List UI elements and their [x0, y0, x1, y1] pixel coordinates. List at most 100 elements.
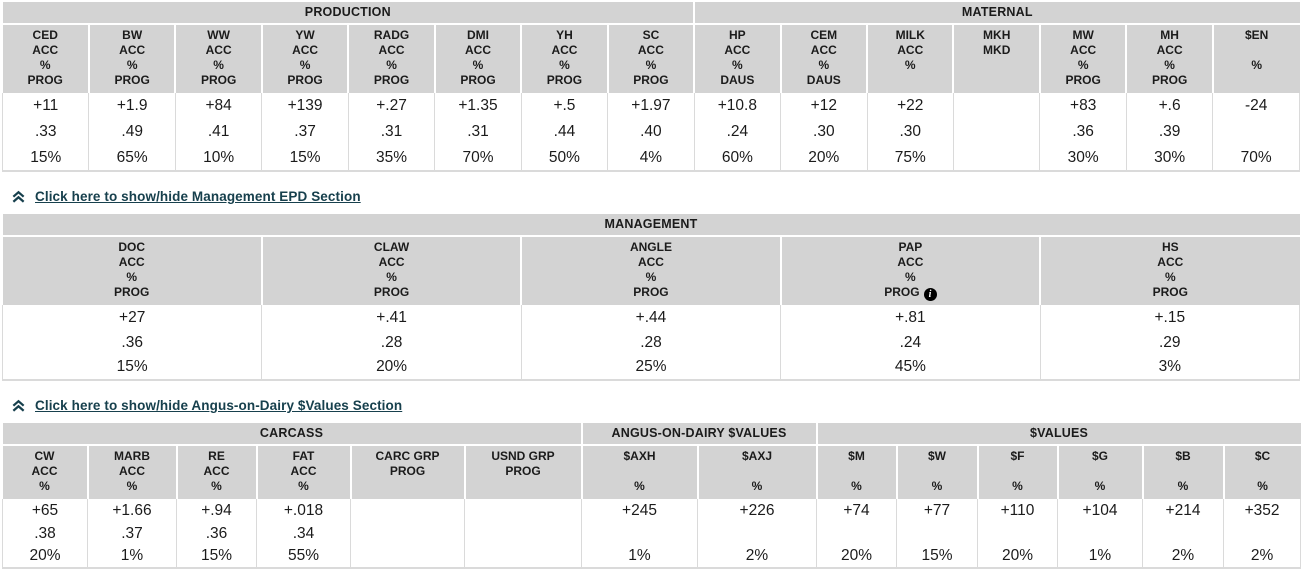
toggle-angus-on-dairy-link[interactable]: Click here to show/hide Angus-on-Dairy $… — [35, 398, 403, 413]
toggle-management-section[interactable]: Click here to show/hide Management EPD S… — [11, 189, 1300, 204]
value-row: +65 +1.66 +.94 +.018 +245 +226 +74 +77 +110 +104 +… — [2, 499, 1302, 522]
column-header-axj: $AXJ% — [696, 445, 817, 499]
column-header-mh: MH ACC% PROG — [1125, 24, 1213, 93]
percentile-row: 20% 1% 15% 55% 1% 2% 20% 15% 20% 1% 2% 2% — [2, 545, 1302, 568]
column-header-line: ACC — [637, 255, 664, 269]
column-header-line: % — [1177, 479, 1189, 493]
mkh-accuracy — [952, 119, 1041, 145]
column-header-yh: YH ACC% PROG — [520, 24, 608, 93]
sc-percentile: 4% — [607, 145, 695, 171]
carcass-dollar-values-table: CARCASS ANGUS-ON-DAIRY $VALUES $VALUES CW AC… — [2, 423, 1302, 569]
hp-value: +10.8 — [693, 93, 782, 119]
column-header-ced: CED ACC% PROG — [2, 24, 89, 93]
mh-percentile: 30% — [1125, 145, 1214, 171]
group-header-carcass: CARCASS — [2, 423, 582, 446]
column-header-line: CW — [34, 449, 55, 463]
column-header-line: PROG — [546, 73, 583, 87]
column-header-line: CARC GRP — [375, 449, 440, 463]
c-accuracy — [1222, 522, 1302, 545]
column-header-line: MKH — [983, 28, 1011, 42]
column-header-c: $C% — [1222, 445, 1301, 499]
pap-value: +.81 — [780, 305, 1041, 330]
column-header-carc-grp: CARC GRP PROG — [349, 445, 465, 499]
column-header-line: ACC — [118, 255, 145, 269]
column-header-g: $G% — [1056, 445, 1143, 499]
column-header-line: PROG i — [782, 285, 1039, 301]
column-header-axh: $AXH% — [580, 445, 698, 499]
yh-percentile: 50% — [520, 145, 609, 171]
column-header-mkh: MKH MKD — [952, 24, 1040, 93]
column-header-line: % — [751, 479, 763, 493]
column-header-line: % — [1251, 58, 1262, 72]
ced-percentile: 15% — [1, 145, 90, 171]
column-header-line: PROG — [633, 285, 669, 299]
mw-accuracy: .36 — [1039, 119, 1127, 145]
fat-percentile: 55% — [256, 545, 351, 568]
column-header-row: CED ACC% PROG BW ACC% PROG WW ACC% PROG YW ACC% PRO… — [2, 24, 1300, 93]
column-header-line — [868, 73, 952, 88]
ww-percentile: 10% — [174, 145, 263, 171]
angle-value: +.44 — [520, 305, 782, 330]
percentile-row: 15% 20% 25% 45% 3% — [1, 355, 1301, 380]
column-header-line: ACC — [1156, 43, 1183, 57]
column-header-line: $EN — [1245, 28, 1269, 42]
column-header-line: % — [39, 479, 50, 493]
group-header-values: $VALUES — [815, 423, 1301, 446]
column-header-line: $F — [1010, 449, 1025, 463]
column-header-line: CEM — [810, 28, 838, 42]
column-header-line: HP — [729, 28, 746, 42]
info-icon[interactable]: i — [923, 288, 937, 301]
toggle-angus-on-dairy-section[interactable]: Click here to show/hide Angus-on-Dairy $… — [11, 398, 1300, 413]
marb-accuracy: .37 — [87, 522, 177, 545]
fat-accuracy: .34 — [256, 522, 351, 545]
column-header-line: ACC — [32, 43, 59, 57]
mkh-value — [952, 93, 1041, 119]
b-accuracy — [1142, 522, 1224, 545]
column-header-line: ACC — [1157, 255, 1184, 269]
column-header-line: ACC — [1070, 43, 1097, 57]
column-header-line: % — [1077, 58, 1089, 72]
column-header-line: % — [211, 479, 222, 493]
column-header-line: ACC — [551, 43, 578, 57]
column-header-row: DOC ACC% PROG CLAW ACC% PROG ANGLE ACC% PROG PAP A… — [2, 236, 1300, 305]
column-header-line: MKD — [983, 43, 1011, 57]
column-header-line — [818, 464, 896, 479]
group-header-row: MANAGEMENT — [2, 214, 1300, 237]
re-percentile: 15% — [176, 545, 257, 568]
column-header-line: PROG — [505, 464, 541, 478]
column-header-line: % — [1164, 270, 1176, 284]
column-header-line: ACC — [203, 464, 230, 478]
b-value: +214 — [1142, 499, 1224, 522]
column-header-line: % — [1094, 479, 1106, 493]
column-header-line — [466, 479, 581, 494]
ced-accuracy: .33 — [1, 119, 90, 145]
column-header-line: ACC — [31, 464, 58, 478]
m-percentile: 20% — [816, 545, 897, 568]
column-header-line — [954, 73, 1038, 88]
column-header-line — [1214, 73, 1300, 88]
column-header-hs: HS ACC% PROG — [1039, 236, 1300, 305]
cem-value: +12 — [780, 93, 868, 119]
yh-value: +.5 — [520, 93, 609, 119]
column-header-line: % — [126, 479, 138, 493]
usnd-grp-value — [464, 499, 582, 522]
column-header-line: ACC — [119, 464, 145, 478]
column-header-line — [1059, 464, 1142, 479]
toggle-management-link[interactable]: Click here to show/hide Management EPD S… — [35, 189, 361, 204]
milk-value: +22 — [866, 93, 954, 119]
column-header-usnd-grp: USND GRP PROG — [463, 445, 582, 499]
dmi-accuracy: .31 — [434, 119, 522, 145]
sc-accuracy: .40 — [607, 119, 695, 145]
ced-value: +11 — [1, 93, 90, 119]
column-header-sc: SC ACC% PROG — [606, 24, 695, 93]
column-header-line: % — [213, 58, 224, 72]
bw-percentile: 65% — [88, 145, 176, 171]
column-header-line: % — [298, 479, 309, 493]
column-header-line: $AXH — [623, 449, 656, 463]
column-header-line: PROG — [1065, 73, 1101, 87]
w-value: +77 — [896, 499, 978, 522]
angle-accuracy: .28 — [520, 330, 782, 355]
re-value: +.94 — [176, 499, 257, 522]
mh-value: +.6 — [1125, 93, 1214, 119]
